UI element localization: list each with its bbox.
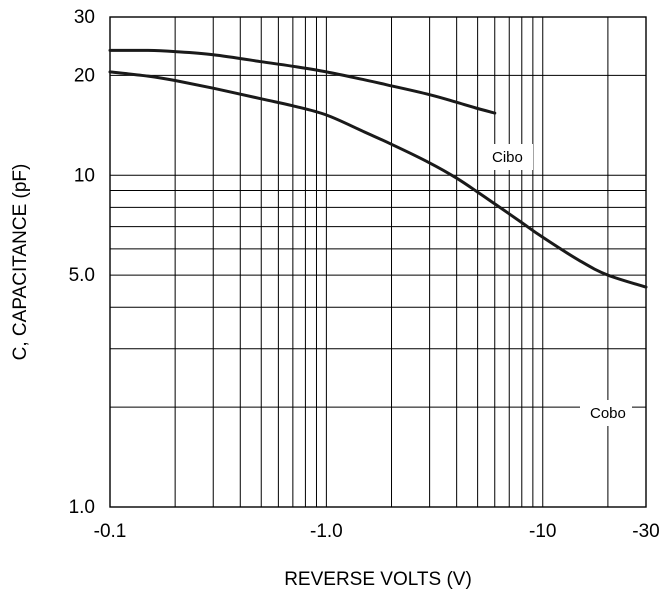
series-cibo-label: Cibo xyxy=(492,149,523,166)
data-series xyxy=(108,48,648,289)
grid-lines xyxy=(110,17,646,507)
series-cibo-line xyxy=(108,48,497,115)
y-tick-label: 30 xyxy=(74,7,95,28)
y-axis-title: C, CAPACITANCE (pF) xyxy=(10,164,31,361)
series-label-background xyxy=(580,400,632,426)
x-tick-label: -30 xyxy=(632,521,659,542)
x-tick-label: -0.1 xyxy=(94,521,127,542)
y-tick-label: 5.0 xyxy=(69,265,95,286)
tick-labels: -0.1 -1.0 -10 -30 1.0 5.0 10 20 30 xyxy=(69,7,660,542)
y-tick-label: 1.0 xyxy=(69,497,95,518)
y-tick-label: 20 xyxy=(74,65,95,86)
x-tick-label: -10 xyxy=(529,521,556,542)
series-label-background xyxy=(483,144,533,170)
series-labels: Cibo Cobo xyxy=(483,144,632,426)
series-cobo-label: Cobo xyxy=(590,405,626,422)
y-tick-label: 10 xyxy=(74,165,95,186)
x-axis-title: REVERSE VOLTS (V) xyxy=(284,569,472,590)
x-tick-label: -1.0 xyxy=(310,521,343,542)
series-cobo-line xyxy=(108,70,648,289)
plot-frame xyxy=(109,16,647,508)
